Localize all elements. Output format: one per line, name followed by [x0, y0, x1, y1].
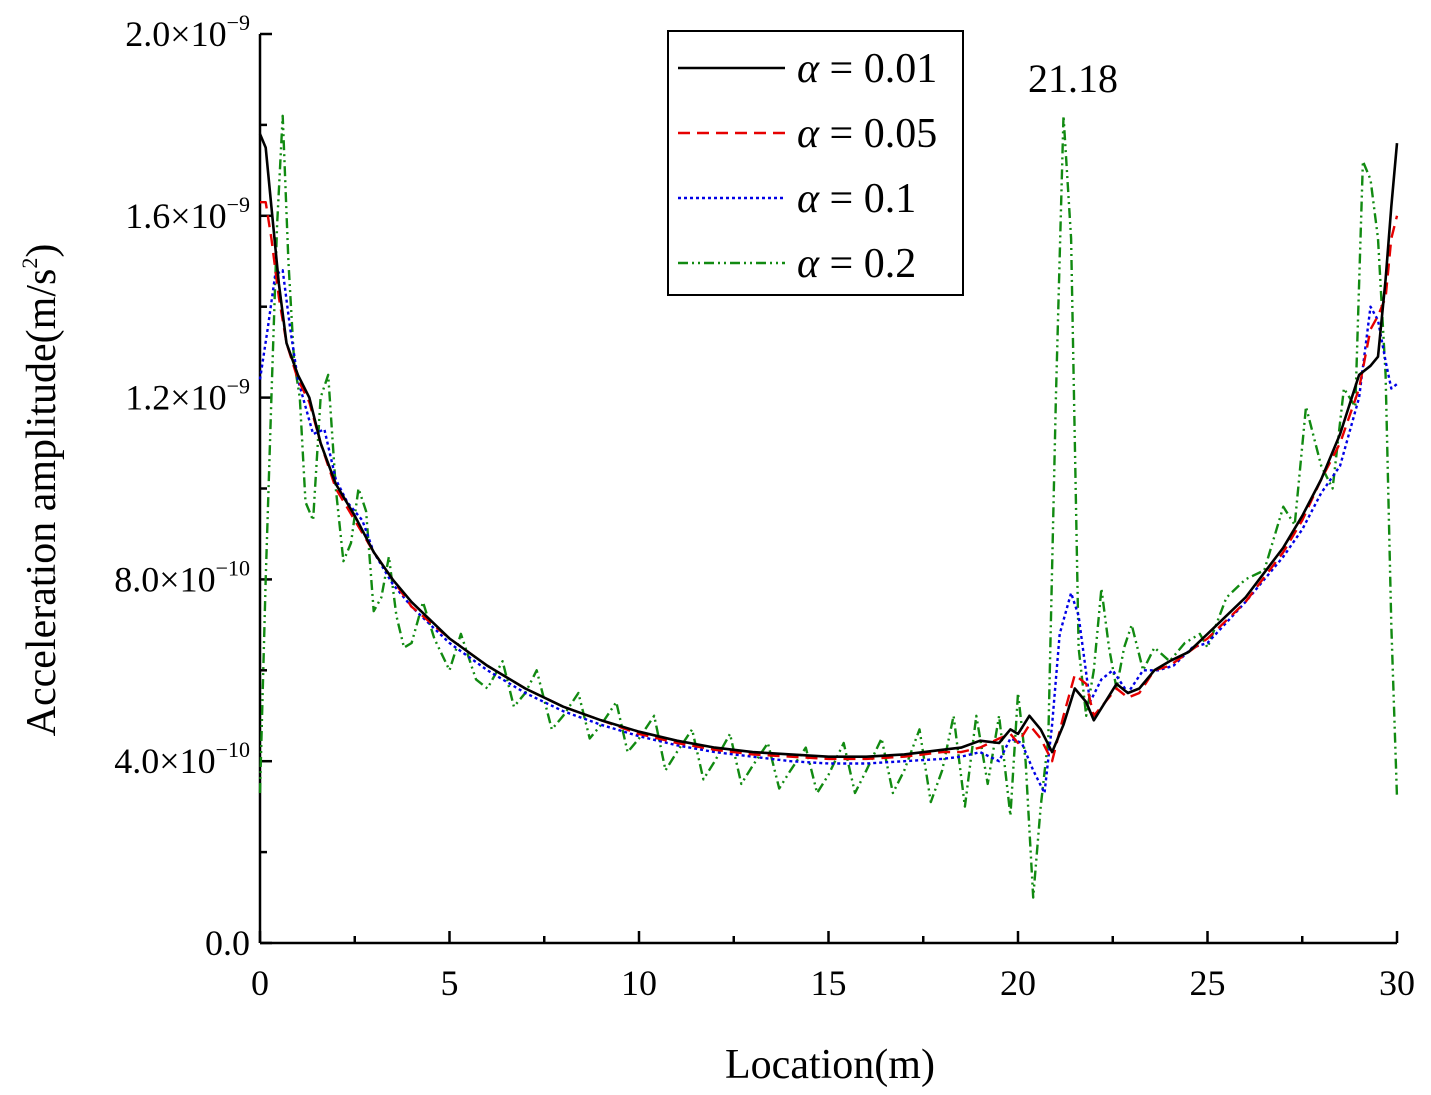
y-tick-label: 8.0×10−10 — [114, 555, 250, 599]
y-axis-title: Acceleration amplitude(m/s2) — [17, 244, 65, 737]
y-tick-label: 0.0 — [205, 923, 250, 963]
y-axis-title-sup: 2 — [17, 258, 42, 269]
x-tick-label: 30 — [1379, 963, 1415, 1003]
x-tick-label: 20 — [1000, 963, 1036, 1003]
x-tick-label: 5 — [441, 963, 459, 1003]
y-axis-title-close: ) — [19, 244, 65, 258]
peak-annotation: 21.18 — [1028, 56, 1118, 101]
x-tick-label: 0 — [251, 963, 269, 1003]
plot-lines — [258, 114, 1399, 899]
series-line-3 — [258, 269, 1398, 795]
legend-label-3: α = 0.1 — [797, 176, 916, 222]
y-tick-label: 1.2×10−9 — [125, 374, 250, 418]
series-line-1 — [258, 133, 1399, 759]
legend-label-4: α = 0.2 — [797, 241, 916, 287]
tick-labels: 0 5 10 15 20 25 30 0.0 4.0×10−10 8.0×10−10 1.2×10−… — [114, 10, 1415, 1003]
y-axis-title-main: Acceleration amplitude(m/s — [19, 269, 65, 737]
x-tick-label: 10 — [621, 963, 657, 1003]
legend-label-2: α = 0.05 — [797, 111, 937, 157]
y-tick-label: 2.0×10−9 — [125, 10, 250, 54]
series-line-4 — [258, 114, 1399, 899]
legend: α = 0.01 α = 0.05 α = 0.1 α = 0.2 — [667, 30, 964, 296]
x-axis-title: Location(m) — [725, 1042, 935, 1088]
legend-box — [667, 30, 964, 296]
x-tick-label: 25 — [1190, 963, 1226, 1003]
y-tick-label: 1.6×10−9 — [125, 192, 250, 236]
legend-label-1: α = 0.01 — [797, 46, 937, 92]
y-tick-label: 4.0×10−10 — [114, 737, 250, 781]
x-tick-label: 15 — [811, 963, 847, 1003]
